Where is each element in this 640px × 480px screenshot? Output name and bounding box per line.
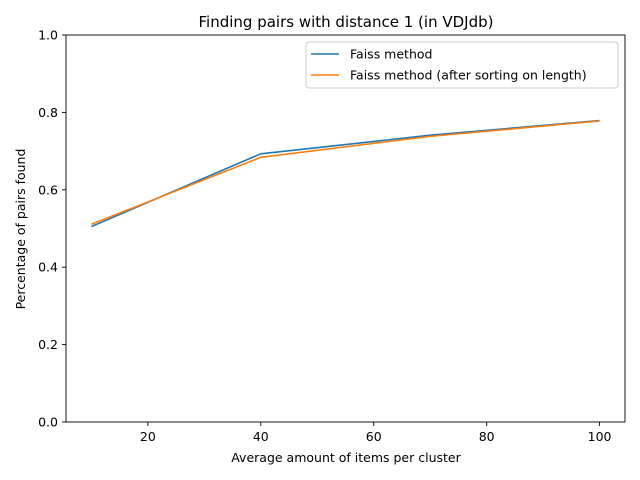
plot-frame <box>65 34 626 423</box>
y-tick-label: 1.0 <box>38 28 58 43</box>
x-tick-label: 20 <box>140 429 156 444</box>
chart-title: Finding pairs with distance 1 (in VDJdb) <box>199 13 494 31</box>
legend-label-1: Faiss method <box>350 47 432 62</box>
legend-label-2: Faiss method (after sorting on length) <box>350 68 587 83</box>
x-tick-label: 40 <box>253 429 269 444</box>
y-tick-label: 0.2 <box>38 337 58 352</box>
series-layer <box>91 119 600 228</box>
y-tick-label: 0.6 <box>38 182 58 197</box>
x-tick-label: 100 <box>588 429 612 444</box>
y-axis-label: Percentage of pairs found <box>13 149 28 310</box>
series-line-2 <box>91 120 600 225</box>
legend: Faiss method Faiss method (after sorting … <box>305 41 619 89</box>
y-tick-label: 0.4 <box>38 260 58 275</box>
legend-box <box>305 41 619 89</box>
series-line-1 <box>91 119 600 228</box>
x-tick-label: 80 <box>479 429 495 444</box>
y-axis: 0.0 0.2 0.4 0.6 0.8 1.0 <box>38 28 66 430</box>
y-tick-label: 0.0 <box>38 415 58 430</box>
x-axis-label: Average amount of items per cluster <box>231 450 461 465</box>
y-tick-label: 0.8 <box>38 105 58 120</box>
x-tick-label: 60 <box>366 429 382 444</box>
plot-area <box>65 34 626 423</box>
x-axis: 20 40 60 80 100 <box>140 422 612 444</box>
